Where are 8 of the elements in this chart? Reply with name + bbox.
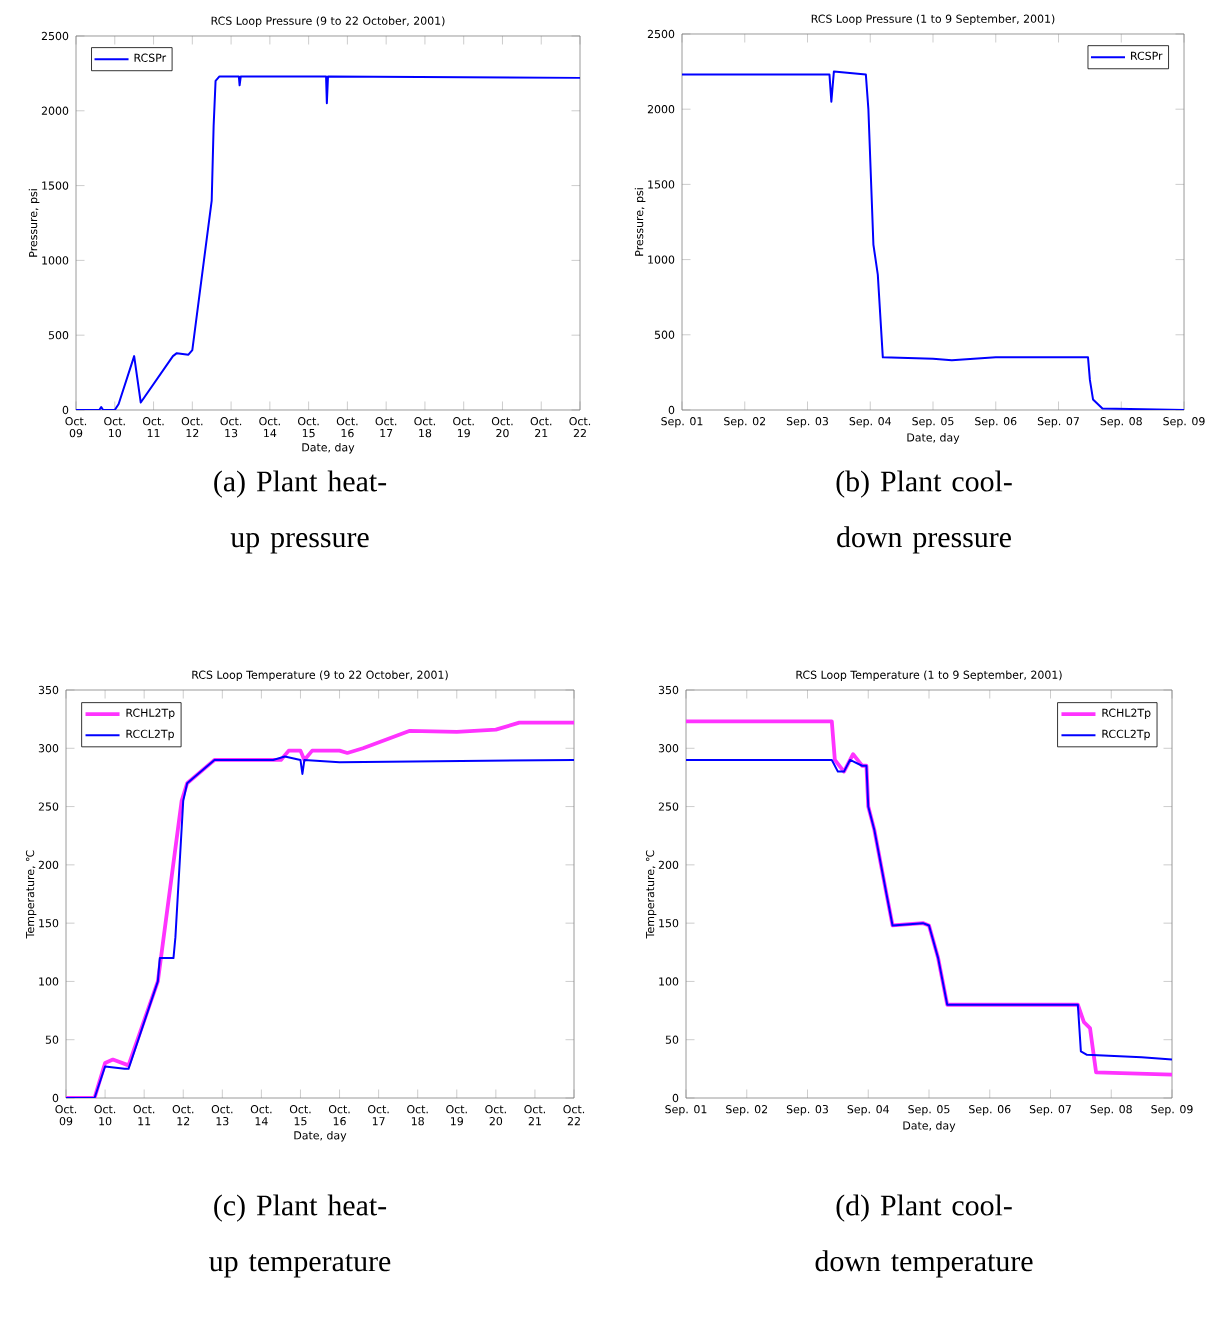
- text: (a) Plant heat-up pressure: [214, 470, 387, 554]
- line-series: [686, 719, 1173, 1077]
- line-series: [76, 75, 581, 410]
- line-series: [682, 70, 1185, 410]
- text: (d) Plant cool-down temperature: [815, 1194, 1033, 1278]
- text: (c) Plant heat-up temperature: [209, 1194, 391, 1278]
- line-series: [686, 758, 1173, 1061]
- text: (b) Plant cool-down pressure: [836, 470, 1012, 554]
